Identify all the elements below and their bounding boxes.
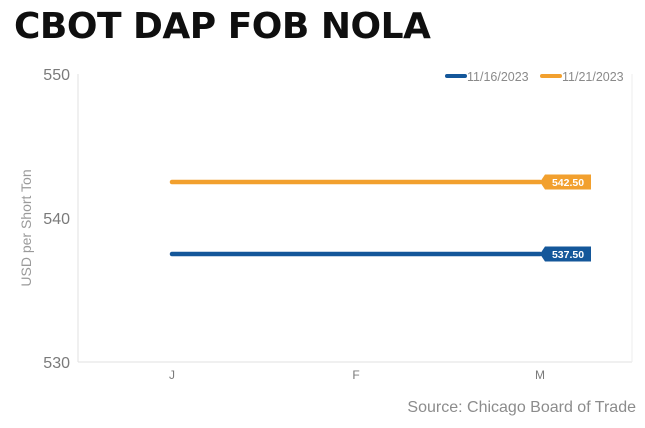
source-note: Source: Chicago Board of Trade bbox=[407, 399, 636, 416]
end-label-badge bbox=[540, 246, 591, 262]
series-lines bbox=[169, 179, 543, 257]
end-label-badge bbox=[540, 174, 591, 190]
x-tick-label: F bbox=[352, 368, 359, 382]
chart-axes bbox=[77, 74, 633, 363]
y-tick-label: 550 bbox=[43, 67, 70, 84]
y-tick-labels: 550 540 530 bbox=[43, 67, 70, 372]
x-tick-label: J bbox=[169, 368, 175, 382]
legend: 11/16/2023 11/21/2023 bbox=[445, 70, 624, 84]
y-tick-label: 540 bbox=[43, 211, 70, 228]
end-value-label: 537.50 bbox=[552, 249, 584, 261]
end-value-labels: 537.50 542.50 bbox=[540, 174, 591, 262]
y-axis-label: USD per Short Ton bbox=[18, 169, 34, 286]
x-tick-label: M bbox=[535, 368, 545, 382]
end-value-label: 542.50 bbox=[552, 177, 584, 189]
chart-title: CBOT DAP FOB NOLA bbox=[14, 6, 431, 47]
y-tick-label: 530 bbox=[43, 355, 70, 372]
legend-label: 11/16/2023 bbox=[467, 70, 529, 84]
legend-label: 11/21/2023 bbox=[562, 70, 624, 84]
